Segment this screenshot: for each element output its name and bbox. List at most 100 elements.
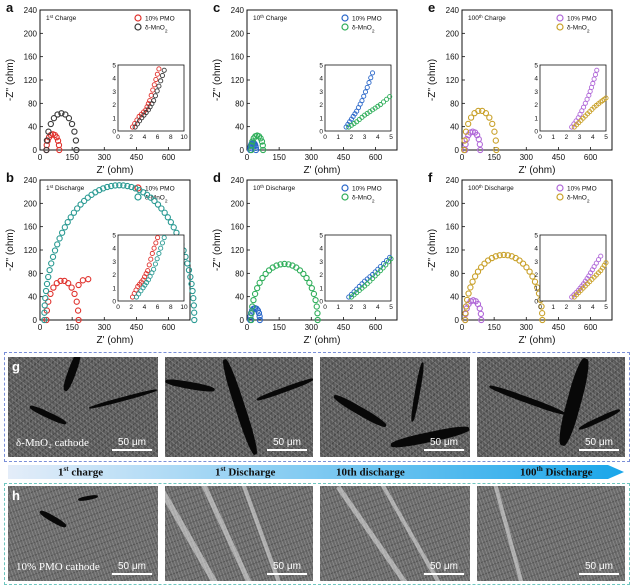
inset-x-tick-label: 8: [169, 134, 173, 141]
inset-data-point: [161, 235, 167, 241]
panel-title: 10th Discharge: [253, 184, 295, 193]
data-point: [67, 214, 74, 221]
y-axis-label: -Z'' (ohm): [5, 59, 16, 101]
y-tick-label: 200: [446, 29, 460, 38]
inset-data-point: [156, 250, 162, 257]
data-point: [104, 183, 111, 191]
data-point: [467, 284, 474, 291]
data-point: [463, 296, 471, 304]
y-tick-label: 80: [235, 99, 244, 108]
data-point: [460, 146, 468, 154]
data-point: [68, 284, 75, 291]
inset-y-tick-label: 5: [112, 63, 116, 70]
y-tick-label: 120: [446, 76, 460, 85]
scale-bar: 50 μm: [579, 437, 619, 451]
y-tick-label: 160: [24, 53, 38, 62]
panel-letter-a: a: [6, 0, 14, 15]
data-point: [65, 115, 73, 122]
y-tick-label: 120: [446, 246, 460, 255]
sem-image-mno2-10th-discharge: 50 μm: [320, 357, 470, 457]
inset-y-tick-label: 1: [534, 115, 538, 122]
data-point: [249, 303, 256, 310]
data-point: [54, 137, 62, 144]
data-point: [73, 146, 80, 154]
data-point: [251, 290, 259, 298]
cathode-label-mno2: δ-MnO₂ cathode: [16, 437, 89, 449]
data-point: [257, 135, 264, 142]
inset-data-point: [387, 94, 393, 100]
inset-x-tick-label: 2: [565, 304, 569, 311]
data-point: [477, 310, 485, 318]
inset-data-point: [591, 264, 597, 270]
stage-label-10th-discharge: 10th discharge: [336, 466, 405, 479]
inset-data-point: [367, 278, 373, 284]
y-tick-label: 200: [231, 29, 245, 38]
legend-marker: [134, 23, 142, 31]
inset-data-point: [364, 281, 370, 287]
y-tick-label: 240: [24, 176, 38, 185]
data-point: [256, 313, 263, 320]
data-point: [188, 280, 195, 288]
panel-letter-d: d: [213, 170, 221, 185]
data-point: [300, 270, 307, 278]
x-tick-label: 600: [162, 323, 176, 332]
data-point: [465, 120, 472, 128]
scale-bar: 50 μm: [424, 437, 464, 451]
inset-x-tick-label: 5: [604, 304, 608, 311]
data-point: [53, 134, 60, 141]
data-point: [477, 264, 485, 271]
panel-title: 1st Discharge: [46, 184, 85, 193]
data-point: [248, 310, 255, 317]
data-point: [54, 241, 61, 248]
y-axis-label: -Z'' (ohm): [5, 229, 16, 271]
inset-data-point: [348, 291, 354, 297]
data-point: [57, 277, 64, 285]
data-point: [45, 273, 52, 281]
inset-y-tick-label: 1: [112, 115, 116, 122]
y-tick-label: 80: [450, 269, 459, 278]
data-point: [461, 137, 468, 144]
inset-data-point: [148, 256, 154, 262]
legend-label: δ-MnO2: [352, 25, 375, 35]
data-point: [277, 261, 284, 268]
sem-image-mno2-100th-discharge: 50 μm: [477, 357, 625, 457]
inset-x-tick-label: 10: [180, 304, 188, 311]
data-point: [187, 273, 194, 281]
inset-x-tick-label: 2: [565, 134, 569, 141]
legend-label: 10% PMO: [352, 186, 382, 193]
data-point: [250, 296, 257, 304]
inset-data-point: [159, 240, 165, 246]
inset-y-tick-label: 4: [319, 76, 323, 83]
x-tick-label: 0: [460, 153, 465, 162]
data-point: [256, 316, 264, 324]
data-point: [47, 120, 54, 128]
inset-data-point: [592, 72, 598, 78]
data-point: [189, 287, 196, 295]
data-point: [475, 107, 482, 115]
inset-x-tick-label: 8: [169, 304, 173, 311]
data-point: [478, 316, 485, 324]
data-point: [489, 120, 496, 128]
inset-data-point: [153, 76, 159, 83]
inset-data-point: [152, 93, 158, 99]
data-point: [190, 295, 197, 302]
inset-frame: [539, 64, 607, 132]
data-point: [74, 205, 81, 212]
inset-x-tick-label: 2: [350, 304, 354, 311]
data-point: [70, 209, 78, 216]
inset-data-point: [151, 98, 157, 104]
x-tick-label: 600: [162, 153, 176, 162]
data-point: [120, 182, 127, 189]
data-point: [74, 307, 82, 314]
legend-marker: [556, 14, 564, 22]
inset-y-tick-label: 1: [319, 285, 323, 292]
inset-x-tick-label: 3: [578, 304, 582, 311]
data-point: [64, 219, 71, 226]
y-tick-label: 120: [231, 246, 245, 255]
x-tick-label: 300: [305, 153, 319, 162]
data-point: [462, 316, 469, 324]
data-point: [42, 287, 50, 295]
inset-data-point: [146, 262, 152, 268]
